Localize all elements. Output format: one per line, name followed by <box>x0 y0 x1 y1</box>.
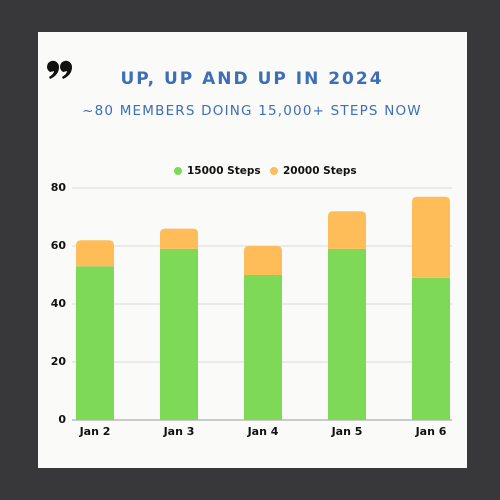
x-tick-label: Jan 2 <box>79 425 111 438</box>
bar-segment <box>160 248 198 420</box>
x-tick-label: Jan 4 <box>247 425 279 438</box>
bar-segment <box>76 240 114 267</box>
bar-segment <box>412 277 450 420</box>
chart-subtitle: ~80 MEMBERS DOING 15,000+ STEPS NOW <box>82 103 422 119</box>
bar-segment <box>328 248 366 420</box>
bar-segment <box>244 246 282 275</box>
bar-segment <box>76 266 114 420</box>
bar-segment <box>244 275 282 420</box>
legend-label: 20000 Steps <box>283 165 357 177</box>
bar-segment <box>328 211 366 249</box>
legend-swatch <box>174 167 182 175</box>
x-tick-label: Jan 6 <box>415 425 447 438</box>
y-tick-label: 0 <box>58 413 66 426</box>
y-tick-label: 60 <box>51 239 67 252</box>
quote-icon <box>47 60 73 79</box>
legend-label: 15000 Steps <box>187 165 261 177</box>
x-tick-label: Jan 3 <box>163 425 195 438</box>
bar-segment <box>160 228 198 249</box>
y-tick-label: 40 <box>51 297 67 310</box>
chart-title: UP, UP AND UP IN 2024 <box>120 69 383 89</box>
y-tick-label: 80 <box>51 181 67 194</box>
y-tick-label: 20 <box>51 355 67 368</box>
bar-segment <box>412 196 450 278</box>
x-tick-label: Jan 5 <box>331 425 363 438</box>
legend-swatch <box>270 167 278 175</box>
